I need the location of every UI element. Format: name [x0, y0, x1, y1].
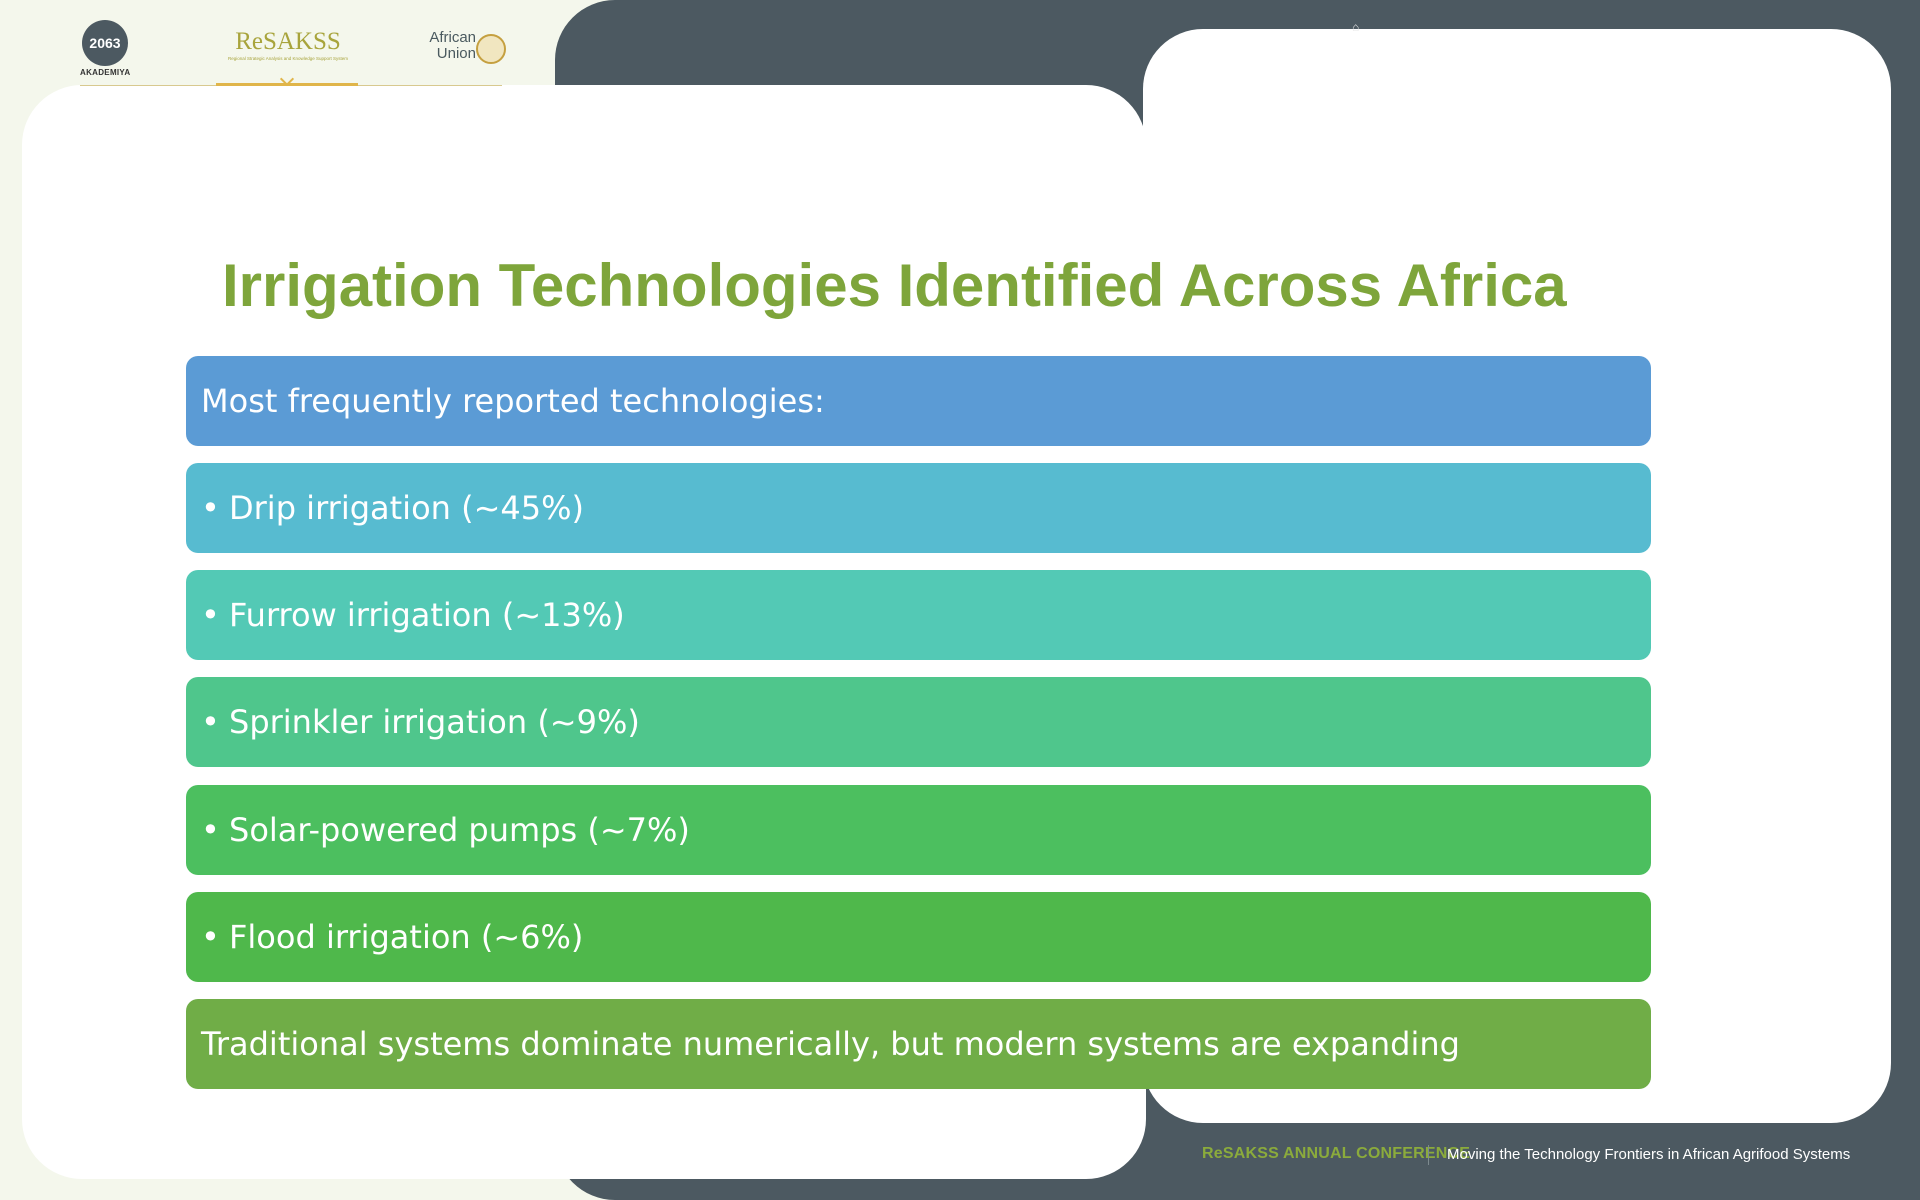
technology-item-solar-pumps: • Solar-powered pumps (~7%)	[186, 785, 1651, 875]
technology-item-drip: • Drip irrigation (~45%)	[186, 463, 1651, 553]
technology-item-sprinkler: • Sprinkler irrigation (~9%)	[186, 677, 1651, 767]
resakss-logo: ReSAKSS Regional Strategic Analysis and …	[223, 28, 353, 62]
african-union-emblem-icon	[476, 34, 506, 64]
au-line-2: Union	[436, 45, 476, 62]
african-union-wordmark: African Union	[420, 30, 476, 62]
slide-title: Irrigation Technologies Identified Acros…	[222, 252, 1567, 319]
footer-separator	[1428, 1145, 1429, 1165]
technology-item-text: Sprinkler irrigation (~9%)	[229, 703, 640, 741]
footer-tagline: Moving the Technology Frontiers in Afric…	[1447, 1146, 1851, 1163]
akademiya-logo: 2063 AKADEMIYA	[80, 18, 130, 77]
bullet-icon: •	[201, 703, 220, 741]
partner-logo-bar: 2063 AKADEMIYA ReSAKSS Regional Strategi…	[80, 18, 506, 87]
resakss-logo-name: ReSAKSS	[235, 28, 341, 55]
bullet-icon: •	[201, 489, 220, 527]
footer-conference-brand: ReSAKSS ANNUAL CONFERENCE	[1202, 1145, 1471, 1162]
technology-item-flood: • Flood irrigation (~6%)	[186, 892, 1651, 982]
akademiya-label: AKADEMIYA	[80, 68, 131, 77]
resakss-logo-tagline: Regional Strategic Analysis and Knowledg…	[227, 56, 349, 61]
bullet-icon: •	[201, 596, 220, 634]
technology-item-text: Flood irrigation (~6%)	[229, 918, 584, 956]
conclusion-bar: Traditional systems dominate numerically…	[186, 999, 1651, 1089]
bullet-icon: •	[201, 811, 220, 849]
technology-item-text: Solar-powered pumps (~7%)	[229, 811, 690, 849]
technology-item-text: Drip irrigation (~45%)	[229, 489, 584, 527]
technology-item-text: Furrow irrigation (~13%)	[229, 596, 625, 634]
african-union-logo: African Union	[420, 30, 506, 70]
au-line-1: African	[429, 29, 476, 46]
header-bar: Most frequently reported technologies:	[186, 356, 1651, 446]
bullet-icon: •	[201, 918, 220, 956]
akademiya-emblem-icon: 2063	[82, 20, 128, 66]
technology-item-furrow: • Furrow irrigation (~13%)	[186, 570, 1651, 660]
active-logo-underline	[216, 83, 358, 86]
faint-logo-mark-icon: ⌂	[1352, 20, 1360, 34]
